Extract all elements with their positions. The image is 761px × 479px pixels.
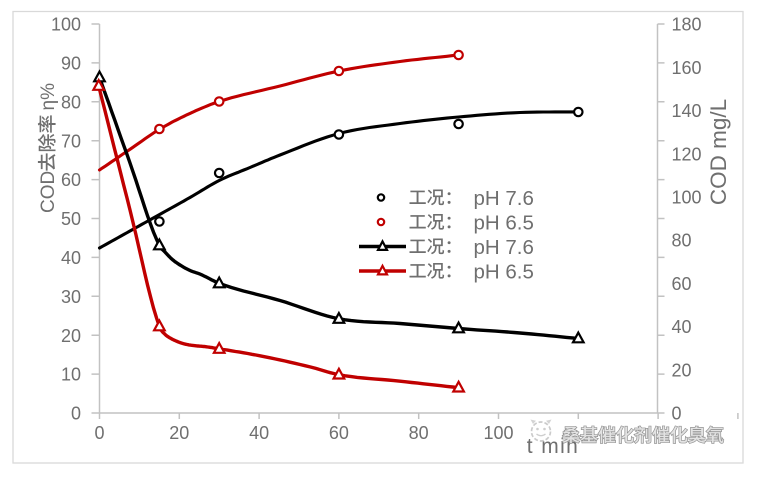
svg-text:40: 40 bbox=[672, 317, 692, 337]
svg-text:60: 60 bbox=[61, 170, 81, 190]
svg-text:80: 80 bbox=[61, 92, 81, 112]
svg-text:COD mg/L: COD mg/L bbox=[706, 99, 731, 205]
svg-text:pH 7.6: pH 7.6 bbox=[474, 236, 534, 259]
svg-text:40: 40 bbox=[249, 423, 269, 443]
svg-text:100: 100 bbox=[51, 15, 81, 35]
svg-text:20: 20 bbox=[61, 326, 81, 346]
svg-text:60: 60 bbox=[329, 423, 349, 443]
svg-text:140: 140 bbox=[672, 101, 702, 121]
svg-text:40: 40 bbox=[61, 248, 81, 268]
svg-text:0: 0 bbox=[71, 404, 81, 424]
svg-text:0: 0 bbox=[94, 423, 104, 443]
svg-text:η%: η% bbox=[38, 83, 59, 111]
svg-text:COD: COD bbox=[38, 171, 59, 213]
svg-text:80: 80 bbox=[409, 423, 429, 443]
svg-text:0: 0 bbox=[672, 404, 682, 424]
svg-text:20: 20 bbox=[169, 423, 189, 443]
svg-text:180: 180 bbox=[672, 15, 702, 35]
svg-text:pH 6.5: pH 6.5 bbox=[474, 212, 534, 235]
svg-text:80: 80 bbox=[672, 231, 692, 251]
svg-text:20: 20 bbox=[672, 360, 692, 380]
svg-text:pH 7.6: pH 7.6 bbox=[474, 187, 534, 210]
svg-text:160: 160 bbox=[672, 58, 702, 78]
svg-text:30: 30 bbox=[61, 287, 81, 307]
svg-text:70: 70 bbox=[61, 131, 81, 151]
svg-text:60: 60 bbox=[672, 274, 692, 294]
svg-text:50: 50 bbox=[61, 209, 81, 229]
svg-text:100: 100 bbox=[672, 188, 702, 208]
svg-text:pH 6.5: pH 6.5 bbox=[474, 261, 534, 284]
svg-text:10: 10 bbox=[61, 365, 81, 385]
svg-text:90: 90 bbox=[61, 54, 81, 74]
svg-text:100: 100 bbox=[483, 423, 513, 443]
svg-text:120: 120 bbox=[672, 144, 702, 164]
